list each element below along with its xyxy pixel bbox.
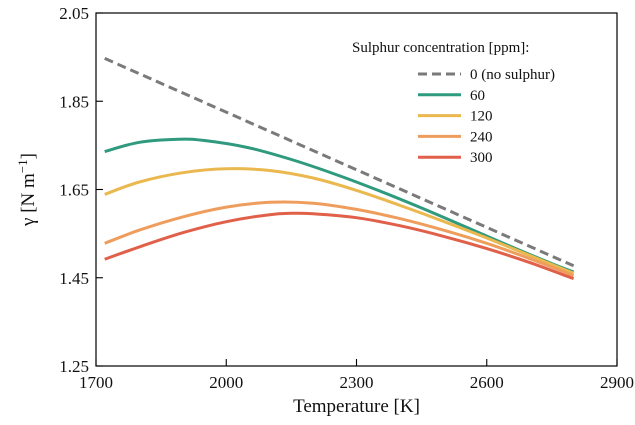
x-tick-label: 2000 (209, 373, 243, 392)
y-tick-label: 1.25 (59, 357, 89, 376)
series-line-3 (104, 200, 575, 277)
x-tick-label: 2900 (600, 373, 634, 392)
legend-entry-label: 0 (no sulphur) (470, 67, 555, 83)
legend-entry-label: 120 (470, 109, 493, 125)
legend: Sulphur concentration [ppm]: 0 (no sulph… (352, 40, 555, 166)
legend-entry-label: 60 (470, 88, 485, 104)
x-tick-label: 2300 (340, 373, 374, 392)
series-line-4 (104, 211, 575, 281)
legend-entry-label: 300 (470, 150, 493, 166)
y-axis-label-end: ] (18, 153, 39, 159)
ticks: 1700 2000 2300 2600 2900 1.25 1.45 1.65 1.85 2.05 (59, 4, 634, 392)
y-tick-label: 1.45 (59, 269, 89, 288)
series-layer (104, 57, 575, 281)
y-tick-label: 1.85 (59, 92, 89, 111)
series-line-2 (104, 167, 575, 275)
x-tick-label: 1700 (79, 373, 113, 392)
y-tick-label: 2.05 (59, 4, 89, 23)
y-axis-label-superscript: −1 (15, 159, 30, 173)
legend-entry-label: 240 (470, 129, 493, 145)
x-axis-label: Temperature [K] (293, 396, 420, 417)
series-line-0 (104, 57, 575, 268)
y-axis-label-main: γ [N m (18, 173, 39, 227)
y-axis-label: γ [N m−1] (15, 153, 39, 227)
x-tick-label: 2600 (470, 373, 504, 392)
legend-title: Sulphur concentration [ppm]: (352, 40, 529, 56)
y-tick-label: 1.65 (59, 181, 89, 200)
